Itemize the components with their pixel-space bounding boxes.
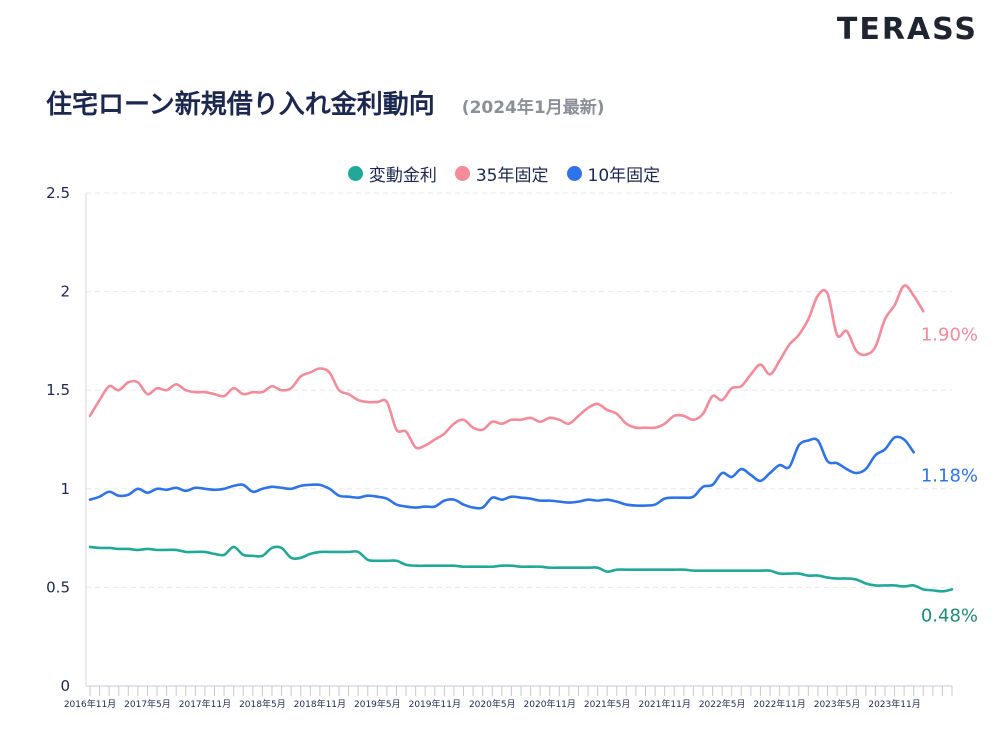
x-tick-label: 2019年11月 [409,698,461,710]
y-tick-label: 1 [60,480,70,498]
y-tick-label: 2.5 [46,184,70,202]
legend-label: 35年固定 [475,166,549,186]
legend-dot-icon [454,166,470,181]
x-tick-label: 2018年5月 [239,698,286,710]
y-tick-label: 1.5 [46,381,70,399]
x-tick-label: 2023年11月 [868,698,920,710]
x-tick-label: 2016年11月 [64,698,116,710]
y-tick-label: 0 [60,677,70,695]
x-tick-label: 2020年5月 [469,698,516,710]
x-tick-label: 2017年5月 [124,698,171,710]
x-tick-label: 2022年11月 [753,698,805,710]
brand-logo: TERASS [836,12,978,47]
x-tick-label: 2021年5月 [584,698,631,710]
end-label-fixed10: 1.18% [921,465,978,486]
legend-label: 10年固定 [587,166,661,186]
x-tick-label: 2017年11月 [179,698,231,710]
y-tick-label: 0.5 [46,578,70,596]
x-tick-label: 2020年11月 [524,698,576,710]
legend-label: 変動金利 [368,166,437,186]
series-line-variable [88,545,954,593]
legend-dot-icon [566,166,582,181]
legend: 変動金利 35年固定 10年固定 [0,161,1008,186]
x-tick-label: 2022年5月 [699,698,746,710]
legend-item-fixed10: 10年固定 [566,161,661,186]
y-tick-label: 2 [60,283,70,301]
legend-item-variable: 変動金利 [347,161,437,186]
chart-title: 住宅ローン新規借り入れ金利動向 [46,90,435,120]
legend-dot-icon [347,166,363,181]
x-tick-label: 2021年11月 [638,698,690,710]
x-tick-label: 2018年11月 [294,698,346,710]
chart-subtitle: (2024年1月最新) [461,98,605,118]
title-area: 住宅ローン新規借り入れ金利動向 (2024年1月最新) [46,84,604,121]
legend-item-fixed35: 35年固定 [454,161,549,186]
x-tick-label: 2023年5月 [814,698,861,710]
series-line-fixed10 [88,435,915,510]
end-label-variable: 0.48% [921,605,978,626]
end-label-fixed35: 1.90% [921,324,978,345]
series-line-fixed35 [88,284,925,450]
x-tick-label: 2019年5月 [354,698,401,710]
